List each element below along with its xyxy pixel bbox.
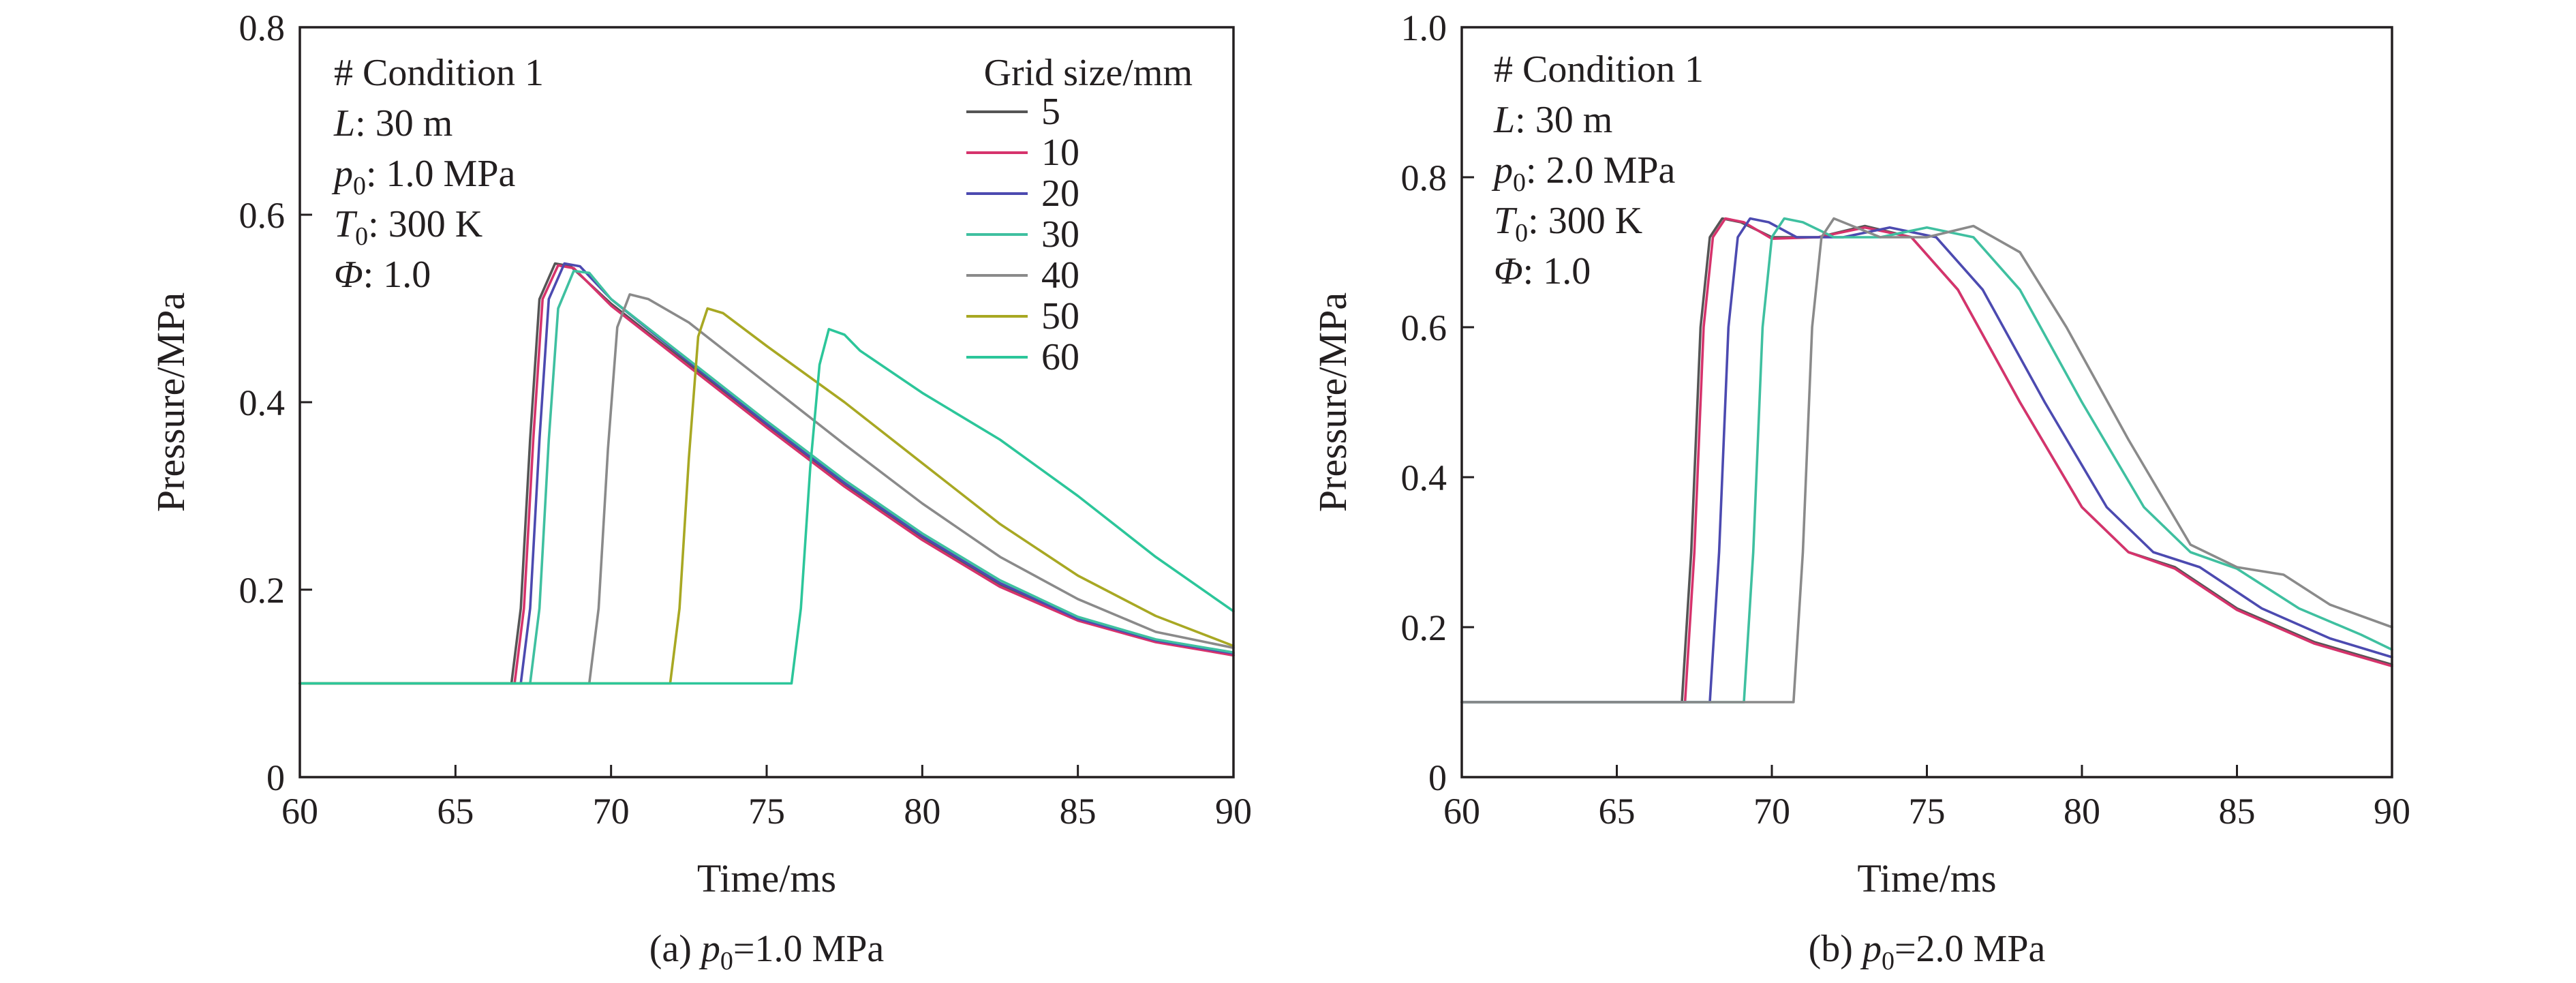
x-tick-label: 90: [1215, 791, 1252, 832]
series-line-50: [298, 307, 1235, 685]
x-tick-label: 70: [593, 791, 630, 832]
y-tick-label: 0.2: [1401, 607, 1447, 648]
series-group: [298, 262, 1235, 685]
x-tick-label: 85: [1060, 791, 1097, 832]
panel-b: 60 65 70 75 80 85 90 0 0.2 0.4 0.6 0.8 1.0 Time/ms Pre…: [1310, 7, 2410, 976]
y-tick-label: 0.4: [1401, 457, 1447, 498]
condition-line: p0: 1.0 MPa: [331, 153, 515, 200]
condition-line: Φ: 1.0: [1494, 250, 1591, 292]
series-line-5: [298, 262, 1235, 685]
panel-a: 60 65 70 75 80 85 90 0 0.2 0.4 0.6 0.8 Time/ms Pressu…: [149, 7, 1252, 976]
x-tick-label: 65: [437, 791, 474, 832]
x-tick-label: 80: [2064, 791, 2100, 832]
condition-line: T0: 300 K: [1494, 200, 1642, 247]
panel-caption: (b) p0=2.0 MPa: [1809, 928, 2046, 976]
y-tick-label: 0.8: [1401, 157, 1447, 198]
x-axis-label: Time/ms: [697, 856, 836, 901]
x-tick-label: 70: [1753, 791, 1790, 832]
x-axis-label: Time/ms: [1857, 856, 1996, 901]
series-line-40: [1460, 217, 2393, 704]
x-tick-label: 75: [1909, 791, 1946, 832]
condition-line: # Condition 1: [334, 52, 544, 94]
y-tick-label: 0: [266, 757, 285, 798]
series-group: [1460, 217, 2393, 704]
series-line-30: [298, 269, 1235, 685]
x-tick-label: 85: [2219, 791, 2256, 832]
series-line-40: [298, 293, 1235, 685]
condition-line: p0: 2.0 MPa: [1491, 149, 1675, 197]
condition-line: # Condition 1: [1494, 48, 1704, 91]
series-line-5: [1460, 217, 2393, 704]
series-line-20: [1460, 217, 2393, 704]
condition-line: L: 30 m: [1493, 99, 1612, 141]
x-tick-label: 65: [1599, 791, 1636, 832]
x-tick-label: 90: [2374, 791, 2410, 832]
x-tick-label: 80: [904, 791, 940, 832]
condition-line: Φ: 1.0: [334, 254, 431, 296]
y-tick-label: 0.6: [239, 195, 286, 236]
legend-entry-30: 30: [1041, 213, 1079, 256]
legend-entry-40: 40: [1041, 254, 1079, 297]
legend-entry-50: 50: [1041, 295, 1079, 337]
series-line-10: [298, 264, 1235, 685]
condition-line: L: 30 m: [333, 102, 453, 145]
series-line-60: [298, 327, 1235, 685]
series-line-30: [1460, 217, 2393, 704]
legend-entry-10: 10: [1041, 132, 1079, 174]
series-line-10: [1460, 217, 2393, 704]
x-tick-label: 60: [1443, 791, 1480, 832]
y-tick-label: 1.0: [1401, 7, 1447, 48]
legend-title: Grid size/mm: [984, 52, 1193, 94]
y-tick-label: 0: [1428, 757, 1447, 798]
y-tick-label: 0.8: [239, 7, 286, 48]
x-tick-label: 60: [281, 791, 318, 832]
y-tick-label: 0.4: [239, 382, 286, 423]
x-tick-label: 75: [748, 791, 785, 832]
y-axis-label: Pressure/MPa: [1310, 292, 1355, 512]
legend-entry-60: 60: [1041, 336, 1079, 378]
y-tick-label: 0.2: [239, 570, 286, 611]
legend-entry-5: 5: [1041, 91, 1060, 133]
y-tick-label: 0.6: [1401, 307, 1447, 348]
legend-entry-20: 20: [1041, 172, 1079, 215]
panel-caption: (a) p0=1.0 MPa: [649, 928, 885, 976]
condition-line: T0: 300 K: [334, 203, 482, 251]
y-axis-label: Pressure/MPa: [149, 292, 193, 512]
